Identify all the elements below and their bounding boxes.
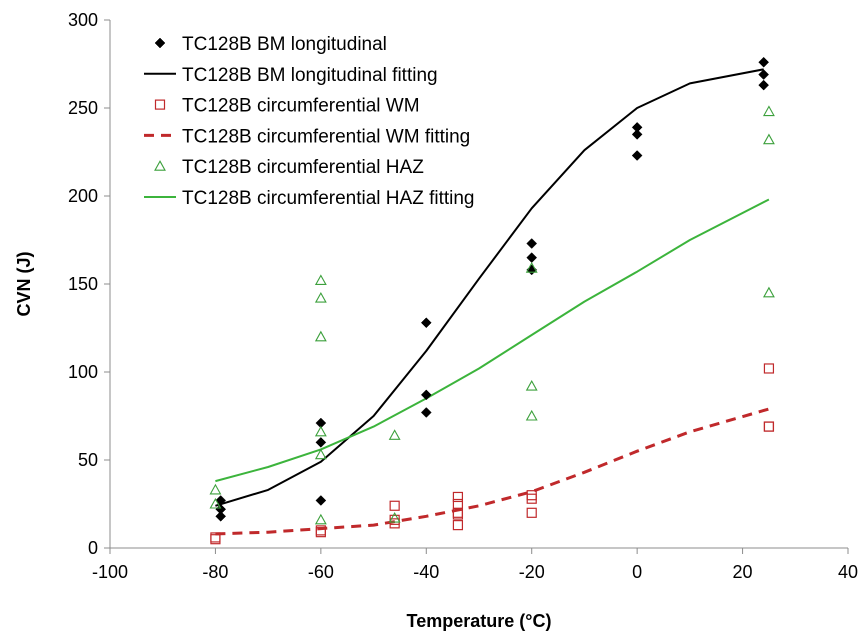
y-tick-label: 150 [68, 274, 98, 294]
data-point-0 [631, 129, 643, 140]
fit-line-3 [215, 407, 770, 536]
data-point-0 [758, 69, 770, 80]
data-point-0 [420, 389, 432, 401]
x-tick-label: -40 [413, 562, 439, 582]
data-point-4 [314, 448, 327, 460]
legend-swatch [154, 37, 166, 49]
data-point-0 [315, 437, 327, 448]
x-tick-label: -60 [308, 562, 334, 582]
data-point-2 [389, 518, 400, 529]
legend-label: TC128B circumferential WM [182, 96, 420, 117]
data-point-0 [420, 317, 432, 329]
data-point-2 [210, 534, 221, 545]
y-tick-label: 200 [68, 186, 98, 206]
x-tick-label: -100 [92, 562, 128, 582]
legend-swatch [154, 99, 166, 110]
legend: TC128B BM longitudinal TC128B BM longitud… [144, 34, 475, 209]
fit-lines [215, 68, 770, 536]
x-tick-label: -80 [202, 562, 228, 582]
data-point-4 [314, 513, 327, 525]
legend-label: TC128B circumferential HAZ fitting [182, 188, 475, 209]
data-point-0 [315, 495, 327, 506]
data-point-4 [388, 429, 401, 440]
data-point-0 [758, 56, 770, 68]
data-point-0 [526, 252, 538, 263]
data-point-4 [762, 286, 775, 298]
data-point-2 [763, 363, 775, 374]
data-point-4 [314, 274, 327, 286]
data-point-2 [315, 527, 326, 538]
data-point-4 [525, 379, 538, 391]
data-point-2 [452, 491, 464, 503]
data-point-4 [525, 409, 538, 421]
data-point-2 [452, 509, 464, 520]
axis-ticks: -100 -80 -60 -40 -20 0 20 40 0 50 100 150 200 250 300 [68, 10, 858, 582]
legend-label: TC128B circumferential HAZ [182, 157, 424, 178]
data-point-4 [762, 133, 775, 145]
data-point-4 [209, 497, 222, 509]
data-point-2 [389, 500, 400, 511]
data-point-0 [420, 407, 432, 418]
legend-label: TC128B circumferential WM fitting [182, 126, 470, 147]
data-point-2 [526, 493, 537, 504]
x-tick-label: -20 [519, 562, 545, 582]
legend-label: TC128B BM longitudinal [182, 34, 387, 55]
data-markers [209, 56, 775, 545]
data-point-0 [315, 417, 327, 429]
y-tick-label: 100 [68, 362, 98, 382]
data-point-2 [452, 498, 464, 510]
data-point-2 [763, 421, 775, 432]
data-point-4 [209, 483, 222, 495]
y-tick-label: 300 [68, 10, 98, 30]
x-tick-label: 20 [733, 562, 753, 582]
data-point-0 [526, 238, 538, 249]
data-point-0 [215, 510, 227, 522]
fit-line-5 [215, 198, 770, 483]
data-point-4 [388, 511, 401, 523]
y-tick-label: 250 [68, 98, 98, 118]
data-point-0 [631, 150, 643, 161]
data-point-2 [452, 520, 464, 531]
data-point-4 [762, 105, 775, 117]
y-tick-label: 0 [88, 538, 98, 558]
data-point-2 [763, 421, 775, 432]
data-point-4 [314, 330, 327, 342]
legend-swatch [154, 160, 166, 171]
data-point-4 [314, 291, 327, 303]
fit-line-1 [215, 68, 764, 507]
data-point-4 [314, 425, 327, 437]
y-tick-label: 50 [78, 450, 98, 470]
data-point-4 [525, 262, 538, 273]
data-point-2 [526, 507, 537, 518]
data-point-0 [758, 79, 770, 91]
x-axis-title: Temperature (°C) [407, 611, 552, 631]
legend-label: TC128B BM longitudinal fitting [182, 65, 438, 86]
x-tick-label: 0 [632, 562, 642, 582]
y-axis-title: CVN (J) [14, 251, 34, 316]
x-tick-label: 40 [838, 562, 858, 582]
